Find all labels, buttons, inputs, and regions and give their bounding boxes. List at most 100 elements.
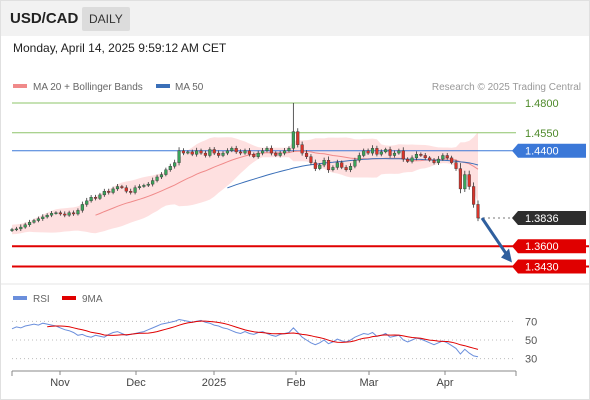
forecast-arrow-head [501, 248, 512, 263]
level-tag-1-3430: 1.3430 [512, 259, 586, 274]
candle [300, 141, 304, 156]
level-tag-1-4400: 1.4400 [512, 143, 586, 158]
candle [155, 174, 159, 183]
level-label-1-3430: 1.3430 [525, 261, 559, 273]
candle [36, 216, 40, 223]
candle [353, 157, 357, 169]
candle [419, 152, 423, 157]
candle [102, 188, 106, 197]
rsi-ma-line [47, 320, 479, 350]
level-label-1-4550: 1.4550 [525, 128, 559, 140]
candle [291, 102, 295, 153]
candle [80, 201, 84, 213]
candle [168, 163, 172, 172]
candle [173, 159, 177, 169]
candle [124, 185, 128, 194]
candle [247, 148, 251, 157]
candles [10, 102, 480, 232]
x-tick-label: Nov [50, 377, 70, 389]
candle [177, 147, 181, 166]
candle [159, 172, 164, 179]
candle [89, 195, 93, 203]
x-tick-label: Apr [436, 377, 453, 389]
candle [203, 150, 207, 158]
candle [23, 222, 27, 229]
candle [10, 227, 14, 232]
candle [45, 213, 49, 219]
candle [50, 210, 54, 218]
candle [221, 151, 225, 158]
candle [309, 154, 313, 165]
candle [304, 150, 309, 160]
candle [137, 184, 142, 190]
candle [318, 163, 322, 171]
candle [432, 157, 436, 165]
candle [467, 170, 471, 190]
symbol-title: USD/CAD [10, 10, 79, 27]
level-label-1-3836: 1.3836 [525, 213, 559, 225]
level-tag-1-3600: 1.3600 [512, 239, 586, 254]
candle [28, 219, 32, 227]
level-label-1-4800: 1.4800 [525, 98, 559, 110]
rsi-tick-label: 50 [525, 335, 537, 347]
candle [326, 156, 331, 173]
x-axis: Nov Dec 2025 Feb Mar Apr [11, 370, 517, 389]
candle [370, 145, 375, 156]
candle [335, 159, 339, 170]
candle [19, 224, 23, 232]
forecast-arrow [480, 217, 512, 263]
candle [243, 148, 247, 155]
candle [225, 148, 229, 156]
candle [388, 146, 392, 158]
candle [199, 148, 203, 155]
candle [93, 194, 98, 201]
level-label-1-3600: 1.3600 [525, 241, 559, 253]
candle [283, 147, 287, 156]
candle [234, 145, 238, 154]
candle [208, 147, 212, 158]
candle [445, 152, 449, 160]
candle [414, 151, 419, 161]
candle [274, 151, 278, 157]
bollinger-bands [12, 132, 478, 235]
candle [366, 148, 370, 155]
credit-label: Research © 2025 Trading Central [432, 82, 581, 93]
candle [120, 184, 124, 189]
x-tick-label: 2025 [202, 377, 226, 389]
candle [450, 155, 454, 165]
rsi-legend-label: RSI [33, 294, 50, 305]
candle [331, 165, 335, 172]
candle [287, 146, 291, 153]
rsi-line [11, 318, 479, 358]
candle [313, 159, 317, 172]
rsi-tick-label: 70 [525, 316, 537, 328]
candle [348, 163, 353, 173]
candle [71, 210, 76, 216]
candle [463, 170, 467, 192]
candle [384, 147, 388, 154]
candle [322, 157, 326, 168]
candle [375, 145, 379, 157]
timeframe-button[interactable]: DAILY [82, 7, 130, 31]
candle [428, 156, 432, 162]
candle [392, 150, 397, 158]
rsi-tick-label: 30 [525, 354, 537, 366]
candle [190, 149, 194, 157]
candle [63, 211, 67, 218]
candle [340, 160, 344, 170]
candle [111, 186, 115, 195]
candle [269, 145, 273, 156]
candle [107, 188, 111, 195]
candle [146, 182, 150, 187]
candle [357, 152, 361, 163]
candle [261, 147, 265, 156]
candle [401, 147, 405, 162]
candle [58, 210, 62, 216]
x-tick-label: Mar [360, 377, 379, 389]
candle [67, 210, 71, 217]
candle [278, 150, 282, 158]
candle [476, 200, 480, 222]
candle [164, 167, 168, 177]
candle [142, 183, 146, 188]
candle [115, 184, 120, 191]
